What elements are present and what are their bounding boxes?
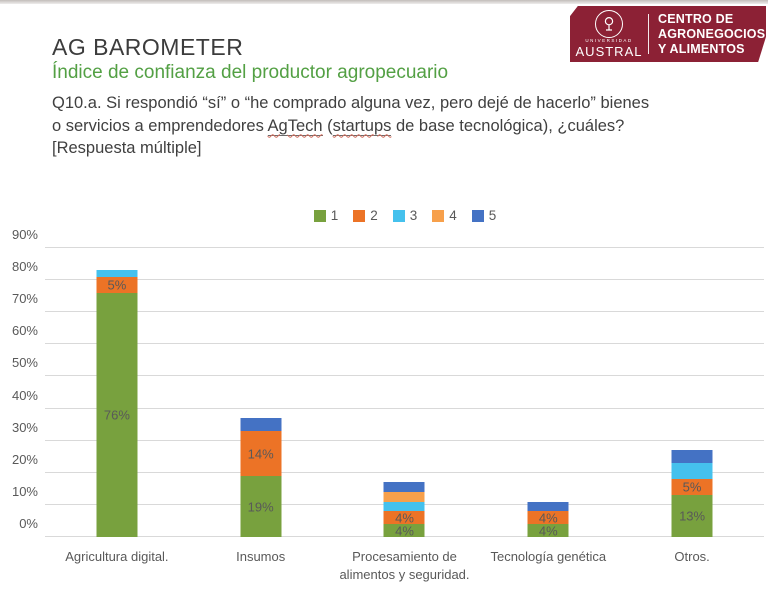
gridline-20%: [45, 471, 764, 473]
category-label-0: Agricultura digital.: [65, 549, 169, 564]
y-tick-label: 50%: [11, 355, 38, 371]
university-seal-block: UNIVERSIDAD AUSTRAL: [570, 10, 648, 58]
gridline-60%: [45, 343, 764, 345]
center-name-block: CENTRO DE AGRONEGOCIOS Y ALIMENTOS: [649, 12, 766, 57]
legend-swatch-icon: [432, 209, 445, 222]
bar-segment-series-4: [383, 492, 425, 502]
gridline-40%: [45, 407, 764, 409]
category-label-3: Tecnología genética: [490, 549, 607, 564]
legend-label: 1: [330, 208, 339, 223]
y-tick-label: 20%: [11, 451, 38, 467]
y-tick-label: 10%: [11, 483, 38, 499]
bar-segment-series-3: [96, 270, 138, 277]
legend-swatch-icon: [471, 209, 484, 222]
legend-swatch-icon: [392, 209, 405, 222]
bar-segment-series-1: [240, 476, 282, 537]
bar-segment-series-1: [383, 524, 425, 537]
data-label: 76%: [103, 407, 130, 423]
bar-column-3: 4% 4%: [476, 248, 620, 539]
data-label: 4%: [395, 510, 414, 526]
gridline-70%: [45, 311, 764, 313]
center-line-3: Y ALIMENTOS: [658, 41, 745, 56]
bar-segment-series-2: [671, 479, 713, 496]
university-word: UNIVERSIDAD: [585, 38, 633, 44]
legend-item-3: 3: [392, 208, 418, 223]
agtech-underlined-word: AgTech: [267, 116, 323, 136]
data-label: 4%: [538, 523, 558, 539]
bar-segment-series-5: [527, 501, 569, 512]
y-tick-label: 0%: [19, 516, 38, 531]
startups-underlined-word: startups: [332, 116, 392, 136]
legend-item-1: 1: [313, 208, 339, 223]
legend-label: 4: [449, 208, 457, 223]
bar-segment-series-2: [240, 431, 282, 476]
y-tick-label: 60%: [11, 323, 38, 339]
y-tick-label: 70%: [11, 291, 38, 307]
data-label: 19%: [247, 499, 274, 514]
legend-item-4: 4: [432, 208, 457, 223]
y-tick-label: 90%: [11, 227, 38, 242]
category-label-4: Otros.: [674, 549, 710, 564]
question-line-2-post: de base tecnológica), ¿cuáles?: [391, 116, 625, 135]
gridline-90%: [45, 247, 764, 248]
data-label: 5%: [107, 277, 127, 293]
question-line-2: o servicios a emprendedores AgTech (star…: [52, 115, 742, 138]
data-label: 5%: [682, 479, 702, 495]
question-line-2-pre: o servicios a emprendedores: [52, 116, 268, 135]
data-label: 4%: [395, 523, 414, 539]
data-label: 4%: [538, 510, 558, 526]
page-subtitle: Índice de confianza del productor agrope…: [52, 62, 449, 83]
chart-legend: 1 2 3 4 5: [45, 208, 765, 223]
question-line-2-mid: (: [322, 116, 333, 135]
data-label: 14%: [247, 446, 274, 462]
legend-item-2: 2: [353, 208, 378, 223]
bar-segment-series-5: [240, 418, 282, 432]
chart-plot-area: 0% 10% 20% 30% 40% 50% 60% 70% 80% 90% 76% 5% 19% 14%…: [12, 227, 764, 539]
page-title: AG BAROMETER: [52, 34, 244, 60]
bar-column-0: 76% 5%: [45, 248, 189, 537]
legend-swatch-icon: [313, 209, 326, 222]
bar-segment-series-2: [383, 511, 425, 525]
bar-segment-series-1: [527, 524, 569, 537]
austral-word: AUSTRAL: [575, 43, 643, 59]
legend-label: 3: [409, 208, 418, 223]
y-tick-label: 30%: [11, 419, 38, 435]
tree-seal-icon: [595, 10, 623, 39]
center-line-2: AGRONEGOCIOS: [658, 26, 766, 41]
category-label-2: Procesamiento de alimentos y seguridad.: [339, 549, 470, 582]
center-line-1: CENTRO DE: [658, 11, 734, 26]
data-label: 13%: [679, 508, 706, 524]
bar-segment-series-5: [383, 482, 425, 493]
legend-label: 5: [488, 208, 497, 223]
legend-item-5: 5: [471, 208, 497, 223]
bar-column-2: 4% 4%: [333, 248, 477, 539]
logo-divider: [648, 14, 649, 54]
bar-segment-series-2: [527, 511, 569, 525]
bar-column-1: 19% 14%: [189, 248, 333, 537]
bar-segment-series-3: [383, 501, 425, 512]
bar-segment-series-1: [96, 292, 138, 537]
legend-label: 2: [370, 208, 378, 223]
y-tick-label: 40%: [11, 387, 38, 403]
gridline-80%: [45, 279, 764, 281]
university-logo-banner: UNIVERSIDAD AUSTRAL CENTRO DE AGRONEGOCI…: [570, 6, 766, 62]
y-tick-label: 80%: [11, 259, 38, 275]
bar-segment-series-3: [671, 463, 713, 480]
bar-segment-series-5: [671, 450, 713, 464]
question-text: Q10.a. Si respondió “sí” o “he comprado …: [52, 92, 742, 160]
question-line-1: Q10.a. Si respondió “sí” o “he comprado …: [52, 94, 650, 112]
bar-segment-series-2: [96, 276, 138, 293]
gridline-50%: [45, 375, 764, 377]
gridline-30%: [45, 439, 764, 441]
slide-top-strip: [0, 0, 768, 4]
bar-column-4: 13% 5%: [620, 248, 764, 537]
question-line-3: [Respuesta múltiple]: [52, 139, 202, 157]
legend-swatch-icon: [353, 209, 366, 222]
bar-segment-series-1: [671, 495, 713, 537]
category-label-1: Insumos: [236, 549, 286, 564]
x-axis-category-labels: Agricultura digital. Insumos Procesamiento…: [45, 548, 764, 608]
